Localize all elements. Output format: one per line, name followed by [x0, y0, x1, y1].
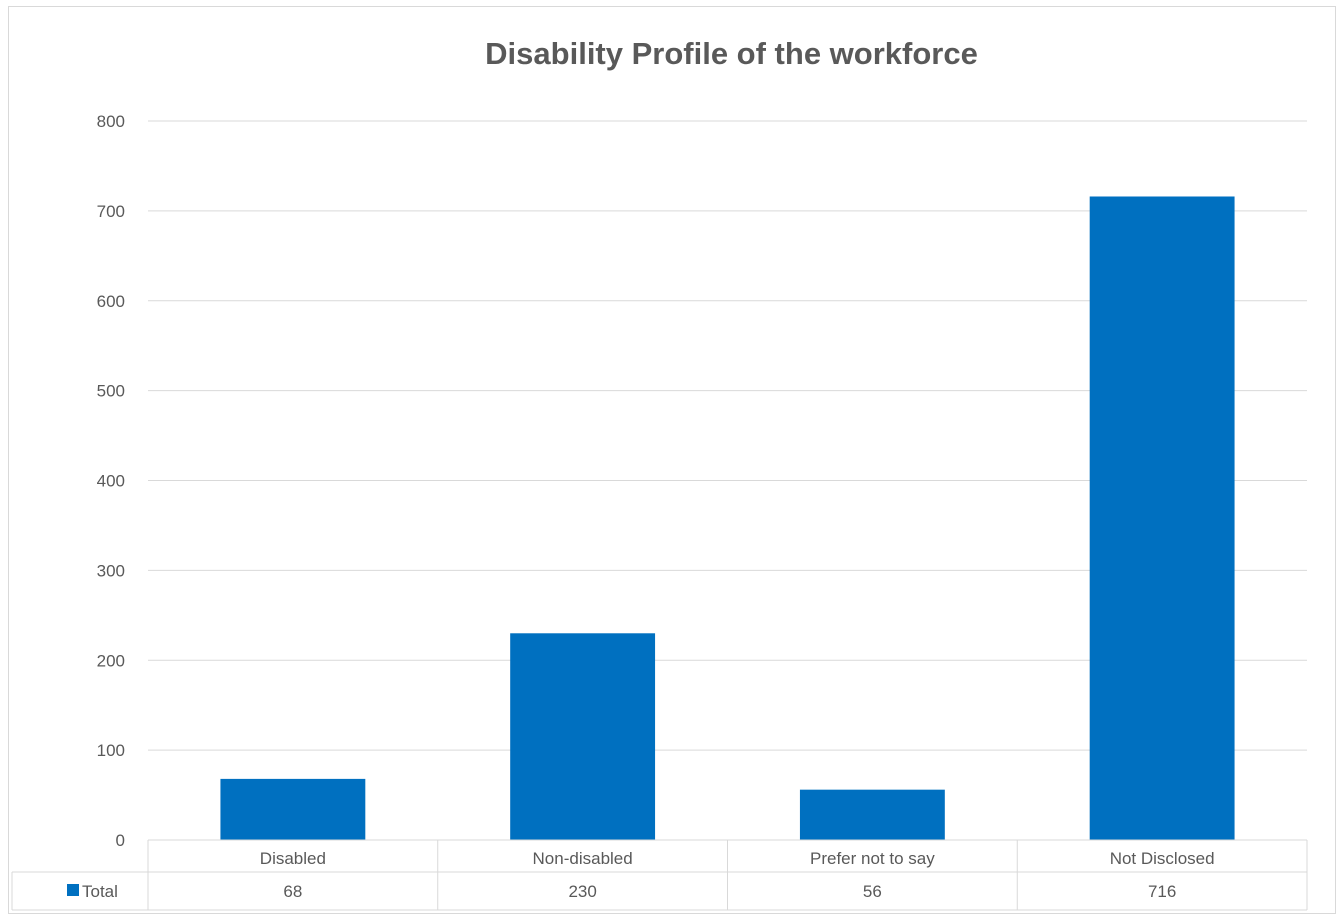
x-tick-label: Not Disclosed	[1110, 849, 1215, 868]
y-tick-label-600: 600	[97, 292, 125, 311]
bar-not-disclosed	[1089, 196, 1235, 840]
y-tick-label-200: 200	[97, 651, 125, 670]
y-tick-label-0: 0	[116, 831, 125, 850]
y-tick-label-500: 500	[97, 382, 125, 401]
legend-swatch-total	[67, 884, 79, 896]
y-tick-label-100: 100	[97, 741, 125, 760]
bar-non-disabled	[510, 633, 656, 840]
data-label: 56	[863, 882, 882, 901]
bar-prefer-not-to-say	[799, 789, 945, 840]
chart-frame: Disability Profile of the workforce 0 100…	[8, 6, 1336, 914]
y-axis-ticks: 0 100 200 300 400 500 600 700 800	[97, 112, 125, 850]
y-tick-label-800: 800	[97, 112, 125, 131]
y-tick-label-300: 300	[97, 561, 125, 580]
chart-canvas: Disability Profile of the workforce 0 100…	[11, 36, 1308, 911]
y-tick-label-400: 400	[97, 472, 125, 491]
legend-label-total: Total	[82, 882, 118, 901]
y-tick-label-700: 700	[97, 202, 125, 221]
x-tick-label: Prefer not to say	[810, 849, 935, 868]
data-label: 716	[1148, 882, 1176, 901]
x-tick-label: Disabled	[260, 849, 326, 868]
chart-title: Disability Profile of the workforce	[485, 36, 978, 71]
data-label: 68	[283, 882, 302, 901]
data-label: 230	[568, 882, 596, 901]
x-tick-label: Non-disabled	[533, 849, 633, 868]
gridlines	[148, 120, 1307, 751]
bars	[220, 196, 1235, 840]
bar-disabled	[220, 778, 366, 840]
data-table: Disabled Non-disabled Prefer not to say Not…	[11, 839, 1308, 911]
